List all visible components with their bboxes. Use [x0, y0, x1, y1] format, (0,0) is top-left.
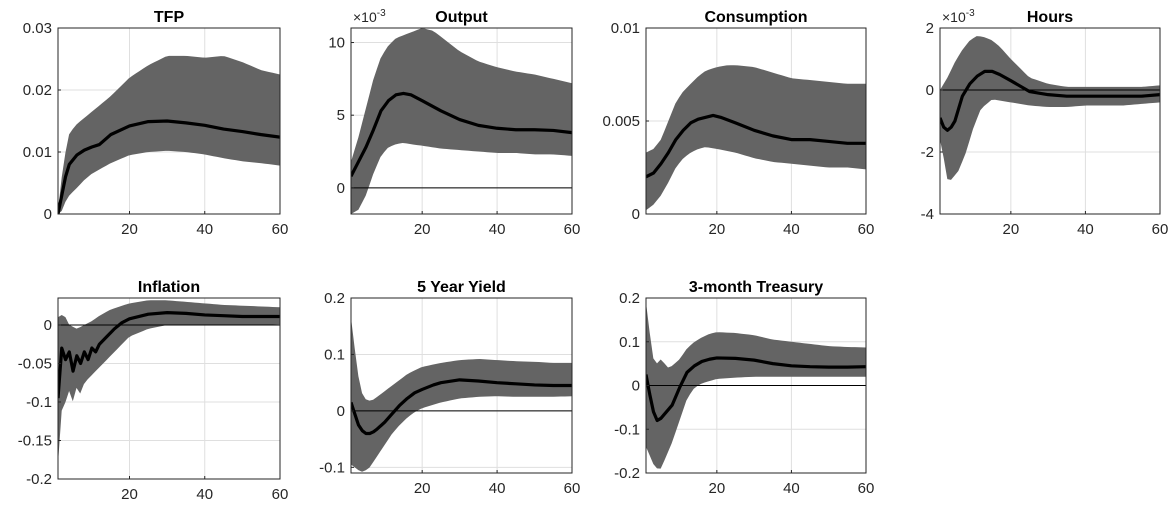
confidence-band	[646, 302, 866, 469]
confidence-band	[58, 55, 280, 214]
x-tick-label: 20	[414, 221, 431, 238]
y-tick-label: 0	[337, 403, 345, 420]
x-tick-label: 40	[489, 480, 506, 497]
axes-frame	[939, 27, 1161, 215]
axes-frame	[350, 297, 573, 474]
median-line	[351, 378, 572, 436]
panel-2: 20 40 60 0 0.005 0.01 Consumption	[602, 9, 874, 238]
y-tick-label: -0.2	[614, 465, 640, 482]
y-tick-label: 0.02	[23, 82, 52, 99]
y-tick-label: 0.03	[23, 20, 52, 37]
axes-frame	[57, 27, 281, 215]
x-tick-label: 60	[858, 221, 875, 238]
y-tick-label: -0.1	[26, 394, 52, 411]
x-tick-label: 40	[196, 486, 213, 503]
panel-title: Inflation	[138, 279, 200, 296]
panel-0: 20 40 60 0 0.01 0.02 0.03 TFP	[23, 9, 289, 238]
x-tick-label: 60	[564, 480, 581, 497]
y-tick-label: 5	[337, 107, 345, 124]
y-tick-label: 2	[926, 20, 934, 37]
confidence-band	[351, 317, 572, 472]
axes-frame	[350, 27, 573, 215]
x-tick-label: 40	[783, 480, 800, 497]
y-tick-label: -2	[921, 144, 934, 161]
panel-title: Output	[435, 9, 488, 26]
median-line	[940, 69, 1160, 132]
x-tick-label: 60	[1152, 221, 1169, 238]
panel-1: 20 40 60 0 5 10 ×10-3 Output	[328, 8, 580, 238]
y-tick-label: -4	[921, 206, 934, 223]
panel-3: 20 40 60 -4 -2 0 2 ×10-3 Hours	[921, 8, 1169, 238]
panel-title: 3-month Treasury	[689, 279, 823, 296]
y-tick-label: -0.15	[18, 432, 52, 449]
panel-title: TFP	[154, 9, 185, 26]
x-tick-label: 60	[272, 221, 289, 238]
y-tick-label: 0	[44, 206, 52, 223]
y-tick-label: -0.05	[18, 355, 52, 372]
y-tick-label: 0.005	[602, 113, 640, 130]
x-tick-label: 60	[564, 221, 581, 238]
x-tick-label: 40	[196, 221, 213, 238]
panel-6: 20 40 60 -0.2 -0.1 0 0.1 0.2 3-month Treasury	[614, 279, 874, 497]
median-line	[58, 311, 280, 399]
y-tick-label: 0.2	[324, 290, 345, 307]
x-tick-label: 20	[121, 486, 138, 503]
x-tick-label: 60	[858, 480, 875, 497]
y-tick-label: 0	[337, 180, 345, 197]
x-tick-label: 20	[1003, 221, 1020, 238]
x-tick-label: 20	[414, 480, 431, 497]
median-line	[351, 91, 572, 177]
panel-title: Hours	[1027, 9, 1073, 26]
axes-frame	[57, 297, 281, 480]
median-line	[646, 356, 866, 423]
x-tick-label: 60	[272, 486, 289, 503]
y-tick-label: -0.1	[319, 459, 345, 476]
x-tick-label: 20	[121, 221, 138, 238]
y-tick-label: -0.1	[614, 421, 640, 438]
confidence-band	[646, 65, 866, 211]
y-tick-label: 10	[328, 35, 345, 52]
x-tick-label: 40	[489, 221, 506, 238]
exponent-label: ×10-3	[353, 8, 386, 25]
panel-title: 5 Year Yield	[417, 279, 506, 296]
y-tick-label: 0.01	[23, 144, 52, 161]
median-line	[58, 119, 280, 214]
panel-4: 20 40 60 -0.2 -0.15 -0.1 -0.05 0 Inflation	[18, 279, 289, 503]
y-tick-label: 0	[926, 82, 934, 99]
panel-title: Consumption	[704, 9, 807, 26]
x-tick-label: 40	[783, 221, 800, 238]
y-tick-label: 0.2	[619, 290, 640, 307]
y-tick-label: 0.1	[324, 346, 345, 363]
exponent-label: ×10-3	[942, 8, 975, 25]
y-tick-label: -0.2	[26, 471, 52, 488]
y-tick-label: 0	[632, 206, 640, 223]
x-tick-label: 20	[709, 221, 726, 238]
confidence-band	[58, 300, 280, 464]
x-tick-label: 40	[1077, 221, 1094, 238]
x-tick-label: 20	[709, 480, 726, 497]
y-tick-label: 0	[44, 317, 52, 334]
median-line	[646, 113, 866, 179]
y-tick-label: 0.01	[611, 20, 640, 37]
y-tick-label: 0	[632, 378, 640, 395]
panel-5: 20 40 60 -0.1 0 0.1 0.2 5 Year Yield	[319, 279, 580, 497]
y-tick-label: 0.1	[619, 334, 640, 351]
